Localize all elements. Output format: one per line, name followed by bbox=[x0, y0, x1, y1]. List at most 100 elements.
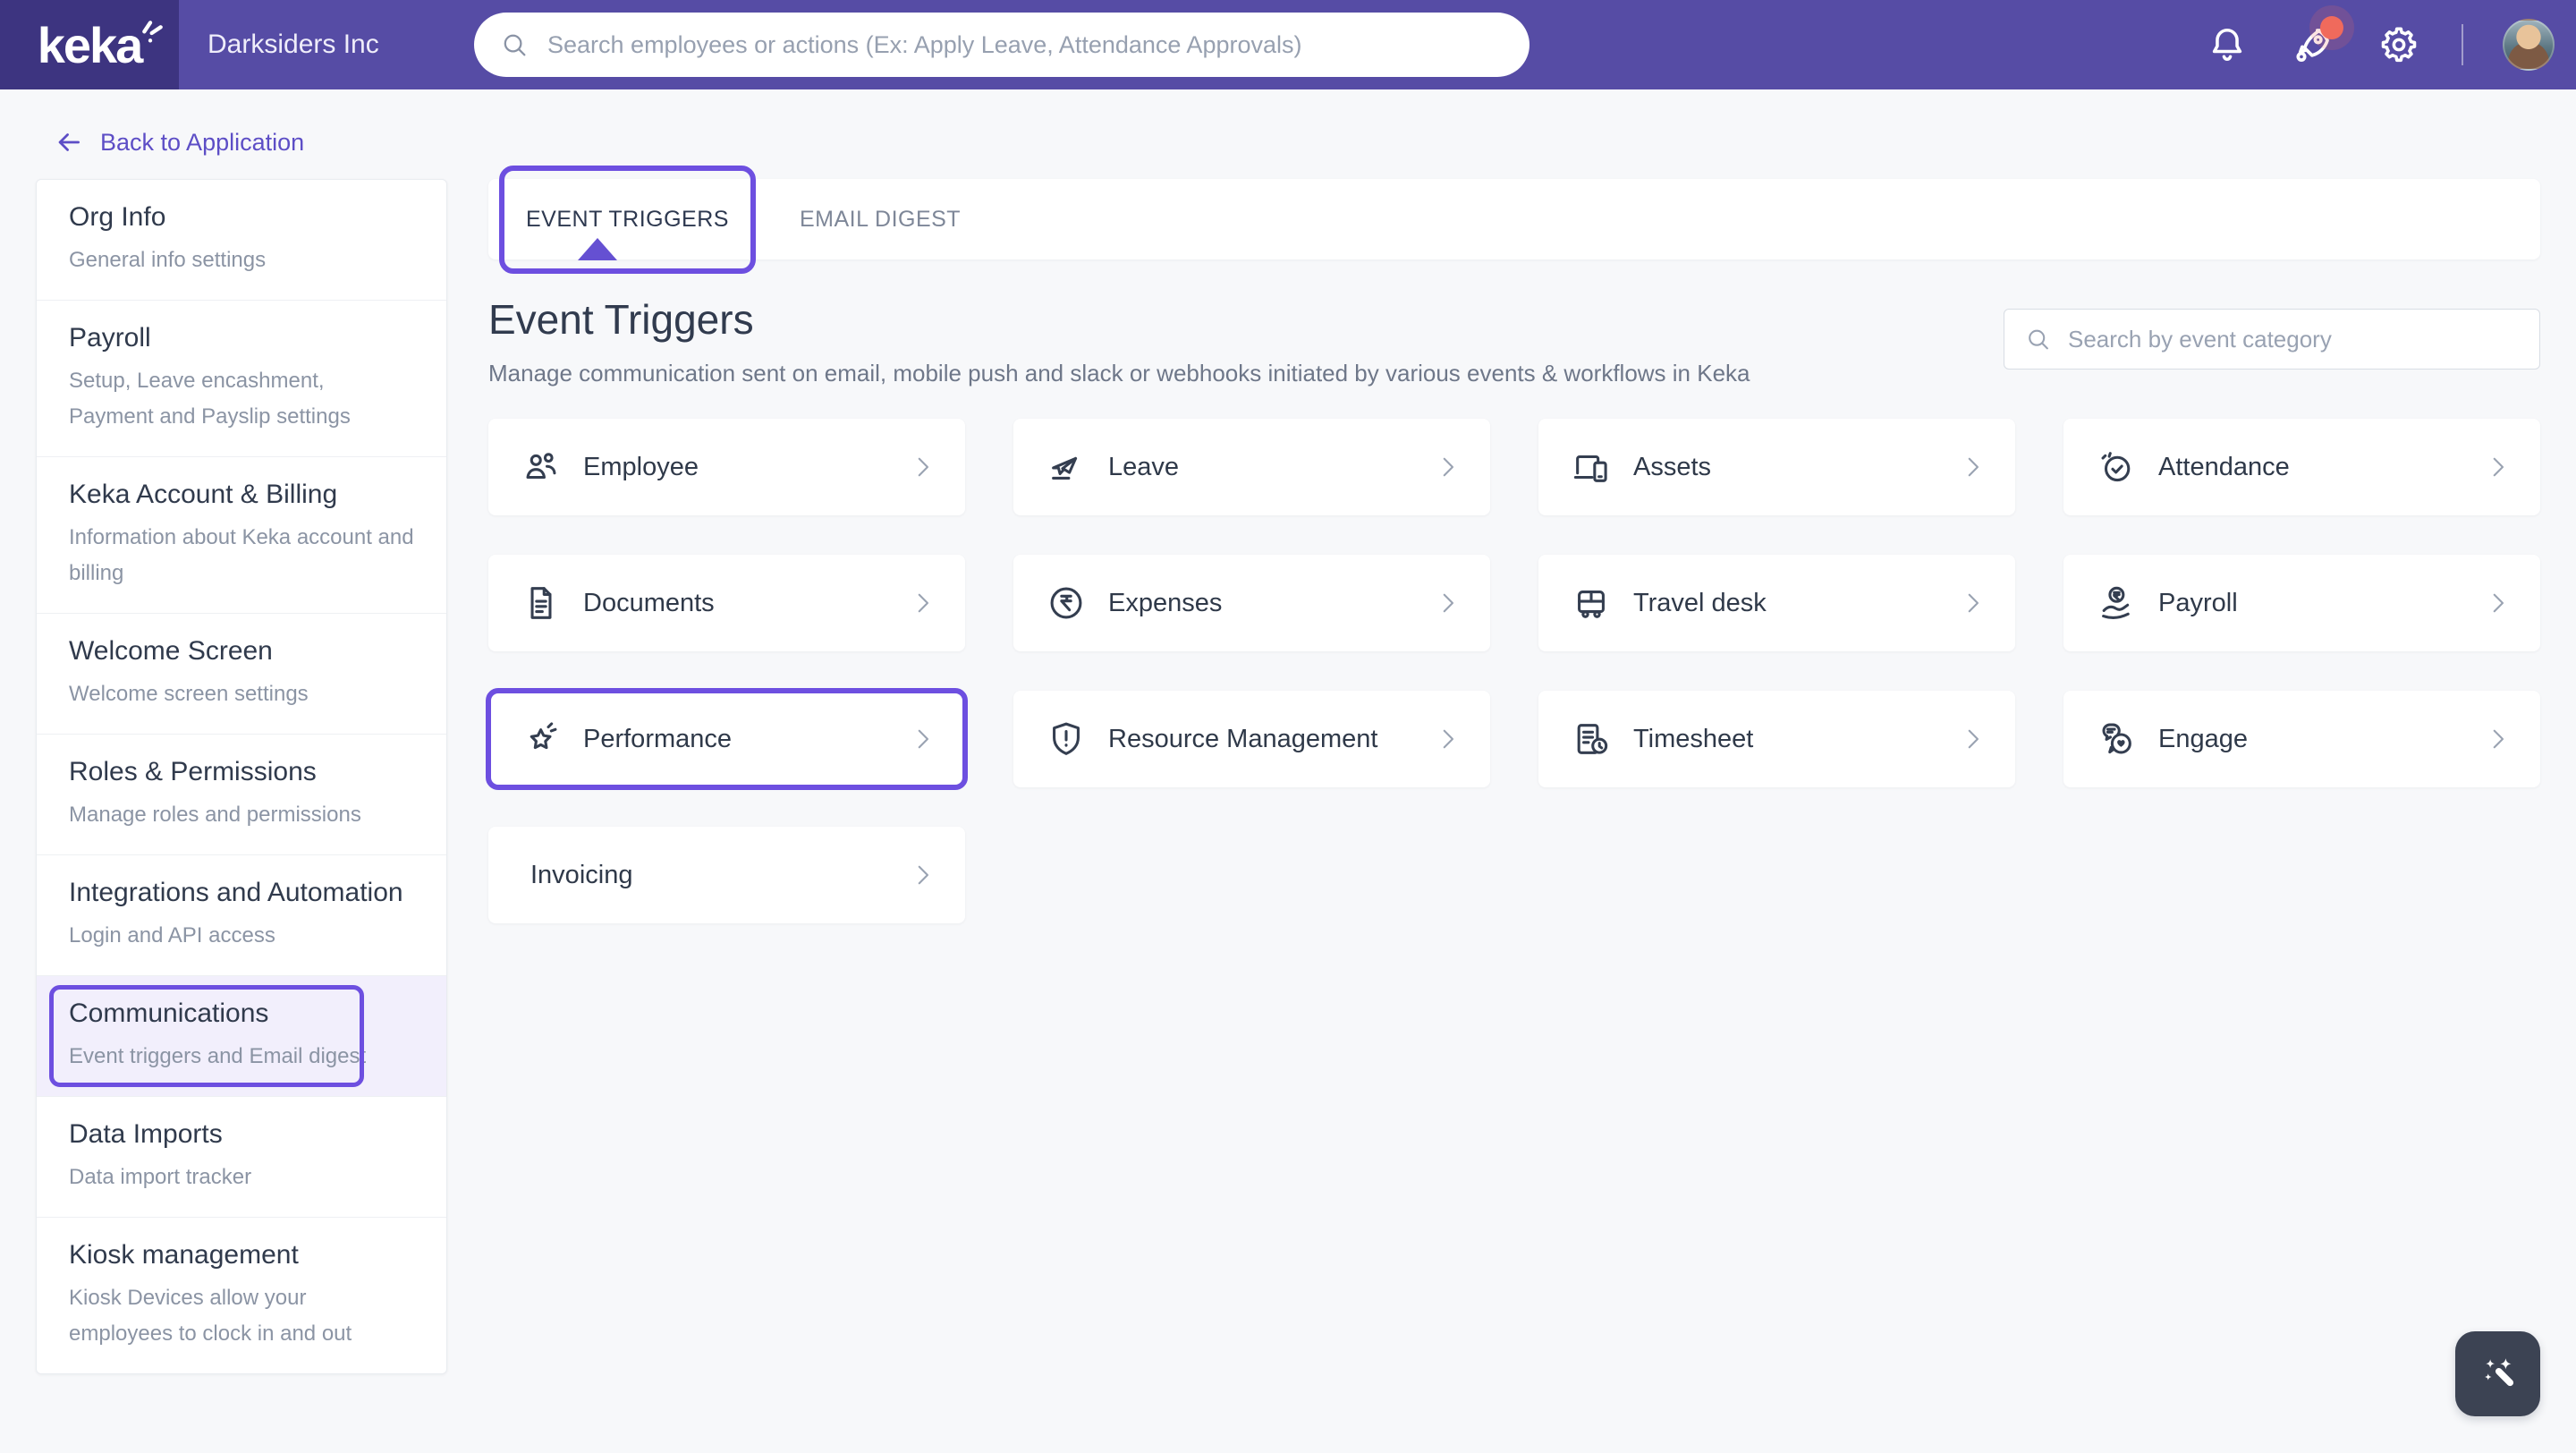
sidebar-item-title: Integrations and Automation bbox=[69, 878, 403, 907]
card-attendance[interactable]: Attendance bbox=[2063, 419, 2540, 515]
sidebar-item-keka-account-billing[interactable]: Keka Account & Billing Information about… bbox=[37, 456, 446, 613]
tab-email-digest[interactable]: EMAIL DIGEST bbox=[785, 207, 975, 233]
chevron-right-icon bbox=[1968, 593, 1979, 613]
card-assets[interactable]: Assets bbox=[1538, 419, 2015, 515]
sidebar-item-title: Welcome Screen bbox=[69, 636, 273, 666]
settings-sidebar: Org Info General info settings Payroll S… bbox=[36, 179, 447, 1374]
card-label: Expenses bbox=[1108, 588, 1223, 617]
sidebar-item-desc: Event triggers and Email digest bbox=[69, 1044, 367, 1068]
sidebar-item-desc: Manage roles and permissions bbox=[69, 803, 361, 827]
user-avatar[interactable] bbox=[2503, 19, 2555, 71]
sidebar-item-communications[interactable]: Communications Event triggers and Email … bbox=[37, 975, 446, 1096]
sidebar-item-desc: Setup, Leave encashment, Payment and Pay… bbox=[69, 369, 351, 429]
card-resource-management[interactable]: Resource Management bbox=[1013, 691, 1490, 787]
sidebar-item-desc: Information about Keka account and billi… bbox=[69, 525, 414, 585]
magic-wand-button[interactable] bbox=[2455, 1331, 2540, 1416]
arrow-left-icon bbox=[58, 133, 80, 151]
sidebar-item-desc: Welcome screen settings bbox=[69, 682, 309, 706]
chevron-right-icon bbox=[1443, 729, 1454, 749]
tab-label: EVENT TRIGGERS bbox=[526, 206, 729, 232]
keka-wordmark: keka bbox=[37, 16, 144, 73]
global-search bbox=[474, 13, 1530, 77]
resource-management-icon bbox=[1046, 718, 1087, 760]
leave-icon bbox=[1046, 446, 1087, 488]
chevron-right-icon bbox=[918, 865, 929, 885]
bell-icon[interactable] bbox=[2204, 21, 2250, 68]
sidebar-item-title: Org Info bbox=[69, 202, 166, 232]
back-to-application-link[interactable]: Back to Application bbox=[54, 127, 304, 157]
assets-icon bbox=[1571, 446, 1612, 488]
chevron-right-icon bbox=[918, 457, 929, 477]
sidebar-item-roles-permissions[interactable]: Roles & Permissions Manage roles and per… bbox=[37, 734, 446, 854]
back-link-label: Back to Application bbox=[100, 128, 305, 156]
card-employee[interactable]: Employee bbox=[488, 419, 965, 515]
chevron-right-icon bbox=[918, 729, 929, 749]
sidebar-item-desc: Kiosk Devices allow your employees to cl… bbox=[69, 1286, 352, 1346]
notification-badge bbox=[2320, 16, 2343, 39]
sidebar-item-title: Roles & Permissions bbox=[69, 757, 317, 786]
category-search bbox=[2004, 309, 2540, 370]
sidebar-item-title: Keka Account & Billing bbox=[69, 480, 338, 509]
search-icon bbox=[2029, 329, 2048, 350]
chevron-right-icon bbox=[2493, 729, 2504, 749]
card-label: Leave bbox=[1108, 452, 1180, 481]
performance-icon bbox=[521, 718, 562, 760]
header-divider bbox=[2462, 24, 2463, 65]
category-search-input[interactable] bbox=[2068, 325, 2520, 353]
card-documents[interactable]: Documents bbox=[488, 555, 965, 651]
event-category-grid: Employee Leave Assets Attendance Documen… bbox=[486, 419, 2540, 923]
card-travel-desk[interactable]: Travel desk bbox=[1538, 555, 2015, 651]
travel-desk-icon bbox=[1571, 582, 1612, 624]
sidebar-item-title: Communications bbox=[69, 998, 269, 1028]
card-invoicing[interactable]: Invoicing bbox=[488, 827, 965, 923]
sidebar-item-payroll[interactable]: Payroll Setup, Leave encashment, Payment… bbox=[37, 300, 446, 456]
expenses-icon bbox=[1046, 582, 1087, 624]
card-label: Assets bbox=[1633, 452, 1712, 481]
card-label: Engage bbox=[2158, 724, 2248, 753]
global-search-input[interactable] bbox=[547, 30, 1504, 59]
chevron-right-icon bbox=[2493, 593, 2504, 613]
sidebar-item-desc: Data import tracker bbox=[69, 1165, 252, 1189]
card-payroll[interactable]: Payroll bbox=[2063, 555, 2540, 651]
tab-label: EMAIL DIGEST bbox=[799, 206, 962, 232]
chevron-right-icon bbox=[1443, 593, 1454, 613]
logo-spark-icon bbox=[142, 21, 163, 43]
tab-bar: EVENT TRIGGERS EMAIL DIGEST bbox=[488, 165, 2540, 274]
card-label: Travel desk bbox=[1633, 588, 1767, 617]
employee-icon bbox=[521, 446, 562, 488]
company-name: Darksiders Inc bbox=[208, 30, 379, 59]
sidebar-item-data-imports[interactable]: Data Imports Data import tracker bbox=[37, 1096, 446, 1217]
chevron-right-icon bbox=[1968, 729, 1979, 749]
card-performance[interactable]: Performance bbox=[486, 688, 968, 790]
timesheet-icon bbox=[1571, 718, 1612, 760]
sidebar-item-integrations-and-automation[interactable]: Integrations and Automation Login and AP… bbox=[37, 854, 446, 975]
gear-icon[interactable] bbox=[2376, 21, 2422, 68]
attendance-icon bbox=[2096, 446, 2137, 488]
active-tab-caret bbox=[578, 238, 617, 260]
card-label: Employee bbox=[583, 452, 699, 481]
page-title: Event Triggers bbox=[488, 296, 754, 343]
card-leave[interactable]: Leave bbox=[1013, 419, 1490, 515]
card-label: Invoicing bbox=[530, 860, 633, 889]
card-expenses[interactable]: Expenses bbox=[1013, 555, 1490, 651]
engage-icon bbox=[2096, 718, 2137, 760]
sidebar-item-org-info[interactable]: Org Info General info settings bbox=[37, 180, 446, 300]
sidebar-item-kiosk-management[interactable]: Kiosk management Kiosk Devices allow you… bbox=[37, 1217, 446, 1373]
top-bar: keka Darksiders Inc bbox=[0, 0, 2576, 89]
card-label: Payroll bbox=[2158, 588, 2238, 617]
page-subtitle: Manage communication sent on email, mobi… bbox=[488, 360, 1750, 387]
rocket-icon[interactable] bbox=[2290, 16, 2343, 68]
chevron-right-icon bbox=[2493, 457, 2504, 477]
chevron-right-icon bbox=[1443, 457, 1454, 477]
tab-event-triggers[interactable]: EVENT TRIGGERS bbox=[499, 165, 756, 274]
sidebar-item-desc: General info settings bbox=[69, 248, 267, 272]
chevron-right-icon bbox=[1968, 457, 1979, 477]
chevron-right-icon bbox=[918, 593, 929, 613]
sidebar-item-title: Data Imports bbox=[69, 1119, 223, 1149]
card-label: Attendance bbox=[2158, 452, 2290, 481]
card-engage[interactable]: Engage bbox=[2063, 691, 2540, 787]
sidebar-item-welcome-screen[interactable]: Welcome Screen Welcome screen settings bbox=[37, 613, 446, 734]
keka-logo[interactable]: keka bbox=[0, 0, 179, 89]
card-timesheet[interactable]: Timesheet bbox=[1538, 691, 2015, 787]
magic-wand-icon bbox=[2484, 1357, 2513, 1386]
